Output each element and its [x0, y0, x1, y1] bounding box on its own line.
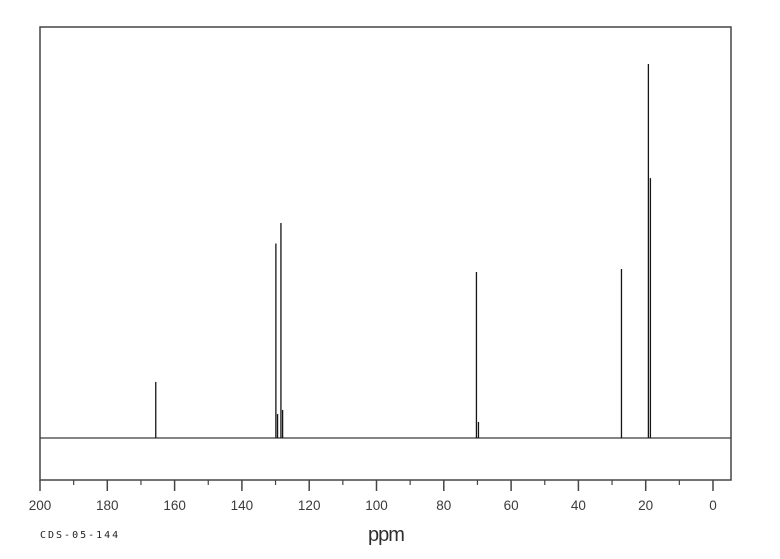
x-axis-tick-label: 80: [436, 498, 451, 513]
x-axis-tick-label: 120: [298, 498, 321, 513]
x-axis-tick-label: 100: [365, 498, 388, 513]
x-axis-tick-label: 200: [29, 498, 52, 513]
sample-id-label: CDS-05-144: [40, 530, 121, 541]
x-axis-unit-label: ppm: [368, 524, 405, 546]
x-axis-tick-label: 140: [231, 498, 254, 513]
x-axis-tick-label: 0: [709, 498, 717, 513]
x-axis-tick-label: 60: [504, 498, 519, 513]
x-axis-tick-label: 20: [638, 498, 653, 513]
x-axis-tick-label: 180: [96, 498, 119, 513]
x-axis-tick-label: 160: [163, 498, 186, 513]
x-axis-tick-label: 40: [571, 498, 586, 513]
plot-frame: [39, 26, 732, 481]
